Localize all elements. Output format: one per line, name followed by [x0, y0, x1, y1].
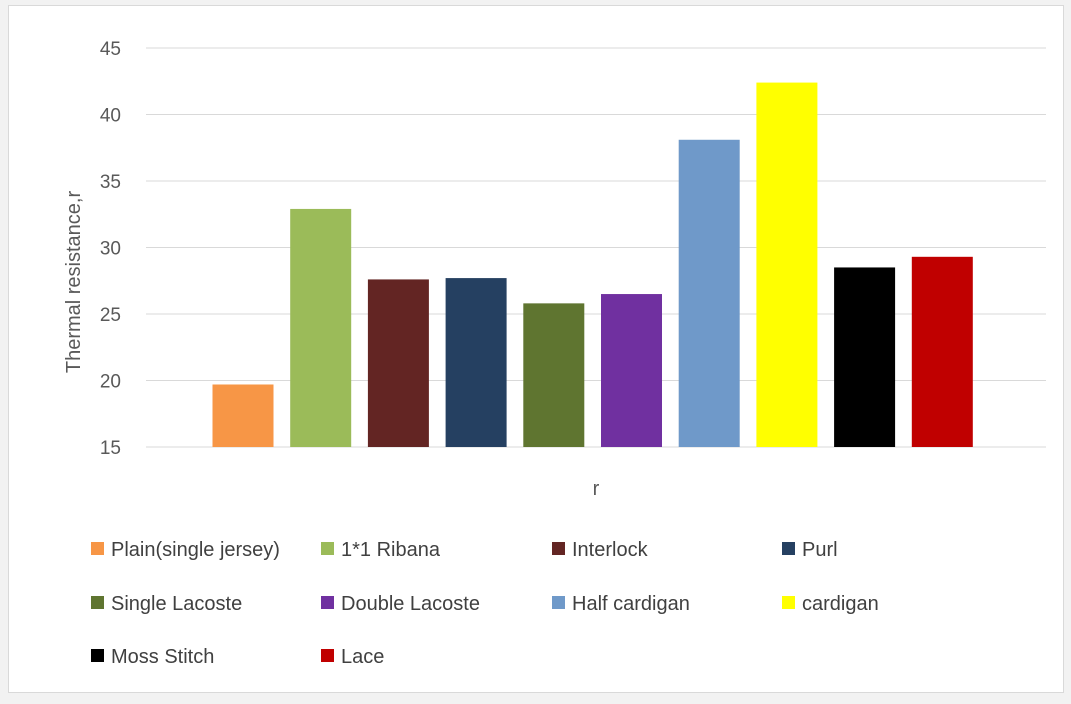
- legend-label: Lace: [341, 646, 384, 668]
- bars: [212, 82, 973, 447]
- bar-cardigan: [756, 82, 818, 447]
- legend-item: Plain(single jersey): [91, 539, 280, 561]
- legend-label: Double Lacoste: [341, 593, 480, 615]
- legend-label: Purl: [802, 539, 838, 561]
- gridlines: [146, 47, 1046, 448]
- legend-item: cardigan: [782, 593, 879, 615]
- legend-swatch: [552, 542, 565, 555]
- legend-item: Interlock: [552, 539, 649, 561]
- x-axis-title: r: [593, 478, 600, 500]
- legend-item: Double Lacoste: [321, 593, 480, 615]
- y-tick-label: 40: [100, 106, 121, 127]
- legend-label: Half cardigan: [572, 593, 690, 615]
- legend-item: Half cardigan: [552, 593, 690, 615]
- y-tick-label: 20: [100, 372, 121, 393]
- legend-swatch: [782, 596, 795, 609]
- y-tick-label: 15: [100, 438, 121, 459]
- bar-moss-stitch: [834, 267, 896, 447]
- legend-label: Single Lacoste: [111, 593, 242, 615]
- bar-single-lacoste: [523, 303, 585, 447]
- bar-lace: [911, 256, 973, 447]
- bar-chart: 15 20 25 30 35 40 45 Thermal resistance,r r Pl…: [63, 39, 1046, 668]
- y-axis-ticks: 15 20 25 30 35 40 45: [100, 39, 121, 459]
- y-tick-label: 25: [100, 305, 121, 326]
- legend-swatch: [91, 649, 104, 662]
- legend-label: Interlock: [572, 539, 649, 561]
- legend-item: 1*1 Ribana: [321, 539, 441, 561]
- chart-area: 15 20 25 30 35 40 45 Thermal resistance,r r Pl…: [8, 5, 1064, 693]
- legend-swatch: [321, 649, 334, 662]
- legend-swatch: [782, 542, 795, 555]
- legend-item: Moss Stitch: [91, 646, 214, 668]
- bar-half-cardigan: [678, 139, 740, 447]
- legend-label: Moss Stitch: [111, 646, 214, 668]
- y-axis-title: Thermal resistance,r: [63, 191, 85, 374]
- bar-double-lacoste: [601, 294, 662, 447]
- bar-interlock: [367, 279, 429, 447]
- legend-item: Single Lacoste: [91, 593, 242, 615]
- bar-purl: [445, 278, 507, 447]
- y-tick-label: 30: [100, 239, 121, 260]
- bar-plain-single-jersey: [212, 384, 274, 447]
- legend-item: Purl: [782, 539, 838, 561]
- legend-swatch: [91, 542, 104, 555]
- legend-item: Lace: [321, 646, 384, 668]
- legend-swatch: [91, 596, 104, 609]
- legend-label: Plain(single jersey): [111, 539, 280, 561]
- legend-label: cardigan: [802, 593, 879, 615]
- legend-swatch: [321, 542, 334, 555]
- legend-swatch: [321, 596, 334, 609]
- bar-1-1-ribana: [290, 208, 352, 447]
- legend-swatch: [552, 596, 565, 609]
- y-tick-label: 45: [100, 39, 121, 60]
- legend-label: 1*1 Ribana: [341, 539, 441, 561]
- y-tick-label: 35: [100, 172, 121, 193]
- legend: Plain(single jersey) 1*1 Ribana Interlock P…: [91, 539, 879, 668]
